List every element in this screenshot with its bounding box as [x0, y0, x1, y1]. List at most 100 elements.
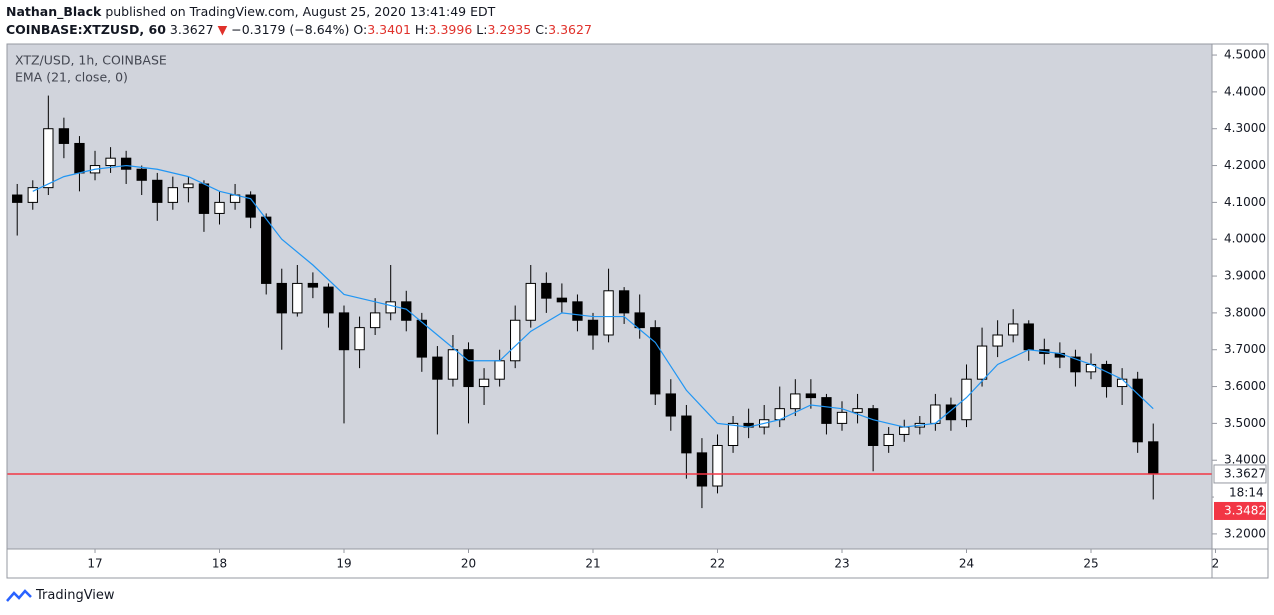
- candle-body: [1132, 378, 1143, 443]
- candle-body: [385, 301, 396, 314]
- y-tick-label: 4.5000: [1224, 48, 1266, 62]
- brand[interactable]: TradingView: [36, 588, 115, 603]
- o-value: 3.3401: [367, 22, 411, 37]
- candle-body: [494, 360, 505, 380]
- x-tick-label: 19: [336, 557, 351, 571]
- last-price: 3.3627: [169, 22, 214, 37]
- candle-body: [323, 286, 334, 314]
- chart-title: XTZ/USD, 1h, COINBASE: [15, 53, 167, 68]
- candle-body: [556, 297, 568, 303]
- candle-body: [58, 128, 70, 144]
- x-tick-label: 25: [1083, 557, 1098, 571]
- candle-body: [74, 142, 85, 174]
- candle-body: [665, 393, 676, 417]
- plot-area: [7, 95, 1212, 509]
- candle-body: [1023, 323, 1034, 351]
- candle-body: [307, 282, 319, 288]
- candle-body: [992, 334, 1003, 347]
- candle-body: [1148, 441, 1159, 475]
- y-tick-label: 3.4000: [1224, 453, 1266, 467]
- candle-body: [167, 187, 178, 203]
- author[interactable]: Nathan_Black: [6, 4, 102, 19]
- candle-body: [338, 312, 350, 351]
- frame: [6, 43, 1269, 579]
- candle-body: [245, 194, 256, 218]
- y-tick-label: 4.0000: [1224, 232, 1266, 246]
- y-tick-label: 4.2000: [1224, 158, 1266, 172]
- y-tick-label: 3.8000: [1224, 305, 1266, 319]
- candle-body: [12, 194, 23, 203]
- x-tick-label: 20: [461, 557, 476, 571]
- x-tick-label: 21: [585, 557, 600, 571]
- candle-body: [836, 411, 848, 424]
- candle-body: [261, 216, 272, 284]
- candle-body: [821, 397, 832, 424]
- candle-body: [478, 378, 490, 388]
- candle-body: [354, 327, 365, 351]
- countdown: 18:14: [1229, 485, 1264, 499]
- candle-body: [867, 408, 879, 446]
- y-tick-label: 3.9000: [1224, 269, 1266, 283]
- candle-body: [603, 290, 614, 336]
- x-tick-label: 23: [834, 557, 849, 571]
- logo: [6, 588, 32, 602]
- c-value: 3.3627: [548, 22, 592, 37]
- price-marker-box: [1213, 464, 1267, 484]
- ema-line: [32, 164, 1154, 428]
- candle-body: [587, 319, 599, 336]
- candle-body: [120, 157, 132, 170]
- x-tick-label: 24: [959, 557, 974, 571]
- marker-price-box: [1214, 501, 1266, 520]
- candle-body: [727, 422, 739, 446]
- chart: XTZ/USD, 1h, COINBASE EMA (21, close, 0)…: [6, 43, 1269, 579]
- candle-body: [790, 393, 801, 410]
- symbol: COINBASE:XTZUSD, 60: [6, 22, 166, 37]
- candle-body: [852, 408, 863, 413]
- candle-body: [276, 282, 287, 314]
- x-tick-label: 17: [87, 557, 102, 571]
- candle-body: [432, 356, 443, 380]
- h-label: H:: [414, 22, 429, 37]
- l-label: L:: [476, 22, 488, 37]
- publish-text: published on TradingView.com, August 25,…: [105, 4, 496, 19]
- y-tick-label: 3.2000: [1224, 526, 1266, 540]
- candle-body: [1101, 363, 1112, 388]
- x-tick-label: 22: [710, 557, 725, 571]
- h-value: 3.3996: [428, 22, 473, 37]
- candle-body: [618, 290, 630, 314]
- x-tick-label: 2: [1212, 557, 1220, 571]
- footer: TradingView: [6, 588, 115, 603]
- candle-body: [1008, 323, 1019, 336]
- candle-body: [572, 301, 583, 321]
- candle-body: [961, 378, 972, 421]
- candle-body: [805, 393, 817, 399]
- candle-body: [712, 444, 723, 487]
- y-tick-label: 3.5000: [1224, 416, 1266, 430]
- c-label: C:: [535, 22, 549, 37]
- y-tick-label: 4.4000: [1224, 84, 1266, 98]
- candle-body: [292, 282, 303, 314]
- countdown-box: [1214, 483, 1266, 502]
- candle-body: [105, 157, 116, 167]
- candle-body: [681, 415, 692, 454]
- candle-body: [541, 282, 552, 299]
- candle-body: [634, 312, 645, 329]
- candle-body: [650, 327, 661, 395]
- candle-body: [945, 404, 957, 421]
- candle-body: [214, 201, 225, 214]
- change: −0.3179 (−8.64%): [231, 22, 350, 37]
- candle-body: [183, 183, 194, 189]
- candle-body: [1070, 356, 1081, 373]
- candle-body: [976, 345, 988, 380]
- indicator-label: EMA (21, close, 0): [15, 70, 128, 85]
- change-arrow: ▼: [217, 22, 228, 37]
- l-value: 3.2935: [487, 22, 532, 37]
- candle-body: [27, 187, 38, 203]
- candle-body: [136, 168, 147, 181]
- marker-price-label: 3.3482: [1224, 503, 1266, 517]
- candle-body: [463, 349, 474, 388]
- publish-info: Nathan_Black published on TradingView.co…: [6, 4, 495, 19]
- symbol-info: COINBASE:XTZUSD, 60 3.3627 ▼ −0.3179 (−8…: [6, 22, 592, 37]
- candle-body: [696, 452, 708, 487]
